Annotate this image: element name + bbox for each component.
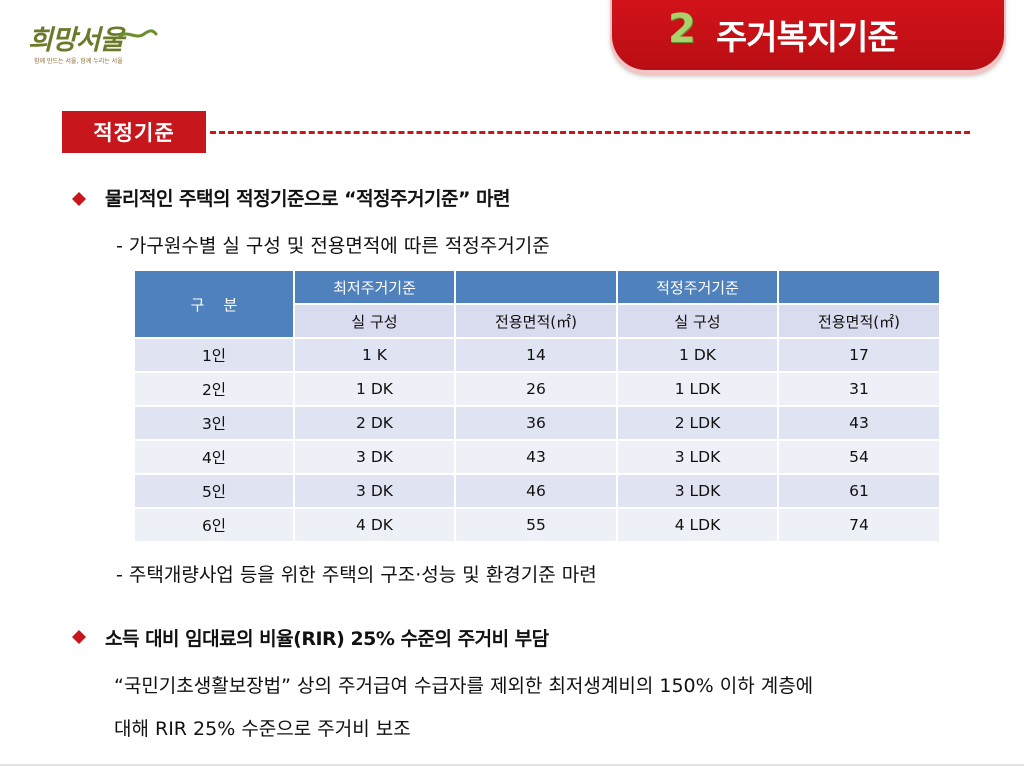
bullet-body-line-1: “국민기초생활보장법” 상의 주거급여 수급자를 제외한 최저생계비의 150%… bbox=[114, 675, 814, 697]
cell-min-area: 26 bbox=[454, 371, 618, 407]
cell-min-area: 43 bbox=[454, 439, 618, 475]
bullet-heading-2: 소득 대비 임대료의 비율(RIR) 25% 수준의 주거비 부담 bbox=[105, 628, 549, 650]
subheader-proper-room: 실 구성 bbox=[616, 303, 779, 339]
table-subheader-row: 실 구성 전용면적(㎡) 실 구성 전용면적(㎡) bbox=[134, 303, 941, 339]
cell-proper-room: 1 DK bbox=[616, 337, 779, 373]
logo-wordmark: 희망서울 bbox=[28, 25, 124, 56]
section-badge: 적정기준 bbox=[62, 111, 206, 153]
table-row: 2인 1 DK 26 1 LDK 31 bbox=[133, 371, 941, 407]
cell-proper-room: 4 LDK bbox=[616, 507, 779, 543]
table-row: 3인 2 DK 36 2 LDK 43 bbox=[133, 405, 941, 441]
cell-proper-area: 54 bbox=[777, 439, 941, 475]
subheader-proper-area: 전용면적(㎡) bbox=[777, 303, 941, 339]
cell-proper-area: 17 bbox=[777, 337, 941, 373]
housing-standard-table: 구 분 최저주거기준 적정주거기준 실 구성 전용면적(㎡) 실 구성 전용면적… bbox=[133, 269, 941, 543]
header-proper-standard: 적정주거기준 bbox=[616, 269, 779, 305]
cell-min-room: 4 DK bbox=[293, 507, 456, 543]
cell-min-area: 55 bbox=[454, 507, 618, 543]
cell-proper-room: 3 LDK bbox=[616, 439, 779, 475]
row-label: 6인 bbox=[133, 507, 295, 543]
cell-min-area: 14 bbox=[454, 337, 618, 373]
title-number: 2 bbox=[668, 6, 696, 52]
bullet-heading-1: 물리적인 주택의 적정기준으로 “적정주거기준” 마련 bbox=[105, 188, 511, 210]
cell-proper-room: 3 LDK bbox=[616, 473, 779, 509]
page-title: 주거복지기준 bbox=[716, 18, 899, 58]
table-header-row: 구 분 최저주거기준 적정주거기준 bbox=[133, 269, 941, 339]
cell-proper-area: 74 bbox=[777, 507, 941, 543]
row-label: 4인 bbox=[133, 439, 295, 475]
cell-proper-room: 1 LDK bbox=[616, 371, 779, 407]
footer-divider bbox=[0, 764, 1024, 766]
seoul-logo: 희망서울 함께 만드는 서울, 함께 누리는 서울 bbox=[28, 18, 158, 70]
bullet-sub-1: - 가구원수별 실 구성 및 전용면적에 따른 적정주거기준 bbox=[116, 235, 550, 257]
cell-min-room: 3 DK bbox=[293, 473, 456, 509]
logo-tagline: 함께 만드는 서울, 함께 누리는 서울 bbox=[34, 58, 123, 65]
bullet-body-line-2: 대해 RIR 25% 수준으로 주거비 보조 bbox=[114, 718, 411, 740]
cell-proper-room: 2 LDK bbox=[616, 405, 779, 441]
cell-proper-area: 61 bbox=[777, 473, 941, 509]
table-row: 5인 3 DK 46 3 LDK 61 bbox=[133, 473, 941, 509]
row-label: 2인 bbox=[133, 371, 295, 407]
cell-min-room: 1 DK bbox=[293, 371, 456, 407]
after-table-note: - 주택개량사업 등을 위한 주택의 구조·성능 및 환경기준 마련 bbox=[116, 564, 597, 586]
subheader-min-room: 실 구성 bbox=[293, 303, 456, 339]
cell-min-room: 1 K bbox=[293, 337, 456, 373]
section-divider bbox=[210, 131, 970, 134]
table-corner-header: 구 분 bbox=[133, 269, 295, 339]
cell-proper-area: 31 bbox=[777, 371, 941, 407]
header-blank-2 bbox=[777, 269, 941, 305]
cell-min-area: 36 bbox=[454, 405, 618, 441]
cell-min-room: 2 DK bbox=[293, 405, 456, 441]
cell-proper-area: 43 bbox=[777, 405, 941, 441]
table-row: 6인 4 DK 55 4 LDK 74 bbox=[133, 507, 941, 543]
table-row: 1인 1 K 14 1 DK 17 bbox=[133, 337, 941, 373]
subheader-min-area: 전용면적(㎡) bbox=[454, 303, 618, 339]
cell-min-area: 46 bbox=[454, 473, 618, 509]
diamond-bullet-icon bbox=[72, 630, 86, 644]
header-blank-1 bbox=[454, 269, 618, 305]
row-label: 1인 bbox=[133, 337, 295, 373]
cell-min-room: 3 DK bbox=[293, 439, 456, 475]
table-row: 4인 3 DK 43 3 LDK 54 bbox=[133, 439, 941, 475]
title-tab bbox=[612, 0, 1004, 70]
row-label: 5인 bbox=[133, 473, 295, 509]
logo-swoosh-icon bbox=[118, 29, 158, 38]
row-label: 3인 bbox=[133, 405, 295, 441]
header-min-standard: 최저주거기준 bbox=[293, 269, 456, 305]
diamond-bullet-icon bbox=[72, 192, 86, 206]
